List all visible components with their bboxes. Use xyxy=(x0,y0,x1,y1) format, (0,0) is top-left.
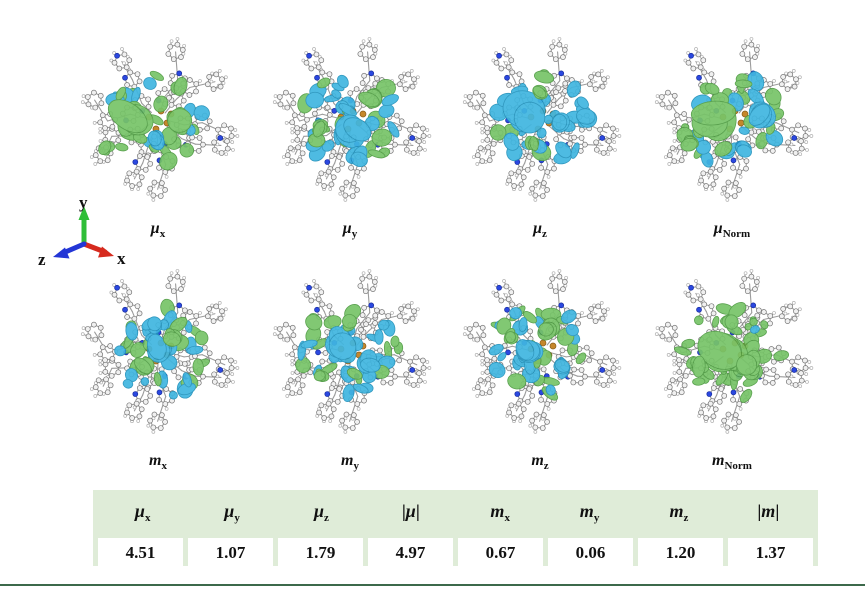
molecule-image-mu-y xyxy=(272,37,432,202)
table-header-cell: |μ| xyxy=(401,501,420,521)
molecule-panel-mu-z: μz xyxy=(451,30,629,243)
table-value-cell: 1.20 xyxy=(638,538,723,568)
panel-label: mx xyxy=(149,452,167,472)
isosurface-layer xyxy=(488,305,587,401)
panel-label: mNorm xyxy=(712,452,752,472)
molecule-panel-mu-x: μx xyxy=(69,30,247,243)
table-value-cell: 1.07 xyxy=(188,538,273,568)
molecule-panel-mu-y: μy xyxy=(261,30,439,243)
isosurface-layer xyxy=(297,74,400,168)
table-value-cell: 4.97 xyxy=(368,538,453,568)
bottom-rule xyxy=(0,584,865,586)
axis-gizmo: y x z xyxy=(38,194,126,269)
table-header-cell: mx xyxy=(490,501,510,524)
panel-label: my xyxy=(341,452,359,472)
isosurface-layer xyxy=(489,69,598,165)
molecule-image-mu-x xyxy=(80,37,240,202)
table-header-cell: μx xyxy=(134,501,151,524)
molecule-panel-m-norm: mNorm xyxy=(643,262,821,475)
table-header-cell: mz xyxy=(669,501,689,524)
table-value-cell: 1.37 xyxy=(728,538,813,568)
table-header-cell: my xyxy=(579,501,600,524)
isosurface-layer xyxy=(114,298,210,400)
molecule-image-mu-norm xyxy=(654,37,814,202)
isosurface-layer xyxy=(98,70,210,171)
isosurface-layer xyxy=(673,302,790,403)
panel-label: μx xyxy=(150,220,166,240)
atoms-layer xyxy=(80,269,240,434)
table-header-row: μx μy μz |μ| mx my mz |m| xyxy=(93,490,818,538)
molecule-image-m-z xyxy=(462,269,622,434)
molecule-image-mu-z xyxy=(462,37,622,202)
table-value-cell: 4.51 xyxy=(98,538,183,568)
molecule-panel-m-x: mx xyxy=(69,262,247,475)
molecule-panel-m-z: mz xyxy=(451,262,629,475)
table-header-cell: μz xyxy=(313,501,329,524)
panel-label: μz xyxy=(533,220,547,240)
axis-x-label: x xyxy=(117,249,126,268)
molecule-image-m-norm xyxy=(654,269,814,434)
z-axis-arrow xyxy=(53,241,87,259)
panel-label: μNorm xyxy=(713,220,751,240)
axis-z-label: z xyxy=(38,250,46,269)
table-value-cell: 0.67 xyxy=(458,538,543,568)
panel-label: mz xyxy=(531,452,549,472)
axis-y-label: y xyxy=(79,194,88,212)
y-axis-arrow xyxy=(78,206,90,247)
x-axis-arrow xyxy=(81,241,114,258)
isosurface-layer xyxy=(295,304,404,403)
panel-label: μy xyxy=(342,220,358,240)
molecule-panel-m-y: my xyxy=(261,262,439,475)
table-value-row: 4.51 1.07 1.79 4.97 0.67 0.06 1.20 1.37 xyxy=(93,538,818,573)
results-table: μx μy μz |μ| mx my mz |m| 4.51 1.07 1.79… xyxy=(93,490,818,568)
isosurface-layer xyxy=(676,71,785,168)
molecule-panel-mu-norm: μNorm xyxy=(643,30,821,243)
table-value-cell: 0.06 xyxy=(548,538,633,568)
molecule-image-m-x xyxy=(80,269,240,434)
table-header-cell: μy xyxy=(224,501,240,524)
table-header-cell: |m| xyxy=(757,501,780,521)
molecule-image-m-y xyxy=(272,269,432,434)
table-value-cell: 1.79 xyxy=(278,538,363,568)
